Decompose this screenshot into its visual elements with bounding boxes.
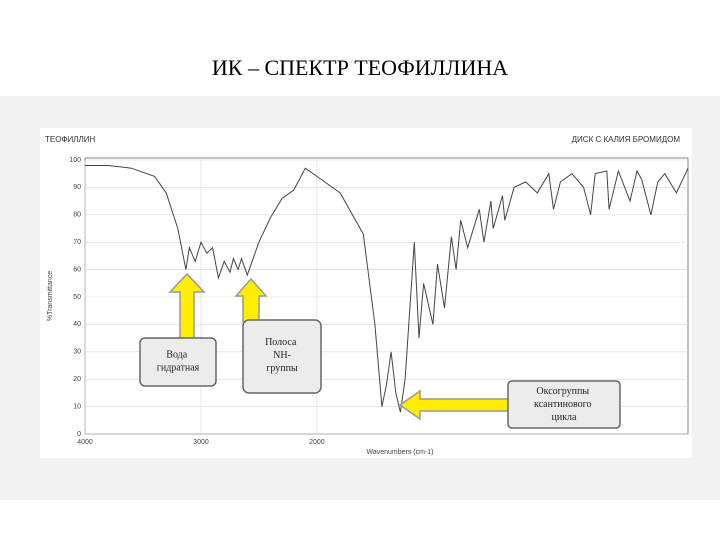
spectrum-line bbox=[85, 165, 689, 413]
annotation-box bbox=[507, 380, 621, 429]
arrows bbox=[168, 272, 511, 421]
sample-label: ТЕОФИЛЛИН bbox=[45, 135, 96, 144]
arrow bbox=[234, 277, 268, 323]
x-axis-label: Wavenumbers (cm-1) bbox=[366, 449, 433, 456]
y-tick-label: 0 bbox=[77, 431, 81, 438]
x-tick-label: 2000 bbox=[309, 439, 325, 446]
y-tick-label: 70 bbox=[73, 239, 81, 246]
y-tick-label: 80 bbox=[73, 212, 81, 219]
y-tick-label: 30 bbox=[73, 349, 81, 356]
annotation-box bbox=[139, 337, 217, 387]
arrow bbox=[398, 389, 511, 421]
y-tick-label: 100 bbox=[69, 157, 81, 164]
y-tick-label: 10 bbox=[73, 403, 81, 410]
y-tick-label: 40 bbox=[73, 321, 81, 328]
y-tick-label: 50 bbox=[73, 294, 81, 301]
y-tick-label: 90 bbox=[73, 184, 81, 191]
x-tick-label: 4000 bbox=[77, 439, 93, 446]
annotation: Вода гидратная bbox=[157, 350, 200, 374]
annotation: Полоса NH-группы bbox=[265, 337, 299, 374]
arrow bbox=[168, 272, 206, 341]
y-axis-label: %Transmittance bbox=[47, 271, 54, 321]
x-tick-label: 3000 bbox=[193, 439, 209, 446]
annotation-box bbox=[242, 319, 322, 394]
y-tick-label: 20 bbox=[73, 376, 81, 383]
annotation: Оксогруппы ксантинового цикла bbox=[534, 386, 594, 423]
y-tick-label: 60 bbox=[73, 266, 81, 273]
method-label: ДИСК С КАЛИЯ БРОМИДОМ bbox=[572, 135, 681, 144]
slide-title: ИК – СПЕКТР ТЕОФИЛЛИНА bbox=[212, 55, 508, 80]
